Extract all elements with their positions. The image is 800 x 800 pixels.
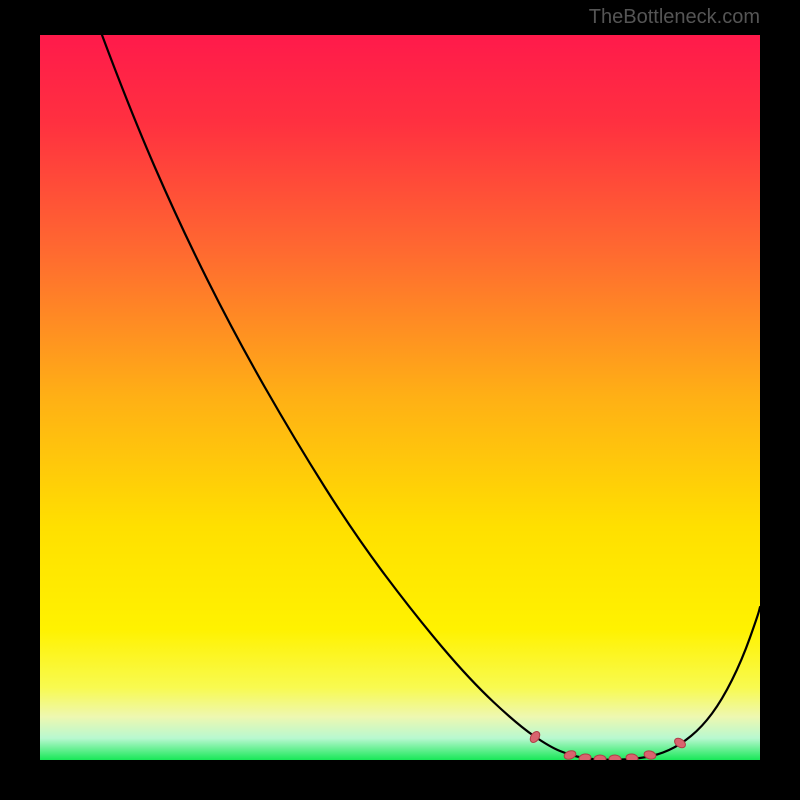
plot-area bbox=[40, 35, 760, 760]
watermark-text: TheBottleneck.com bbox=[589, 6, 760, 29]
gradient-background bbox=[40, 35, 760, 760]
